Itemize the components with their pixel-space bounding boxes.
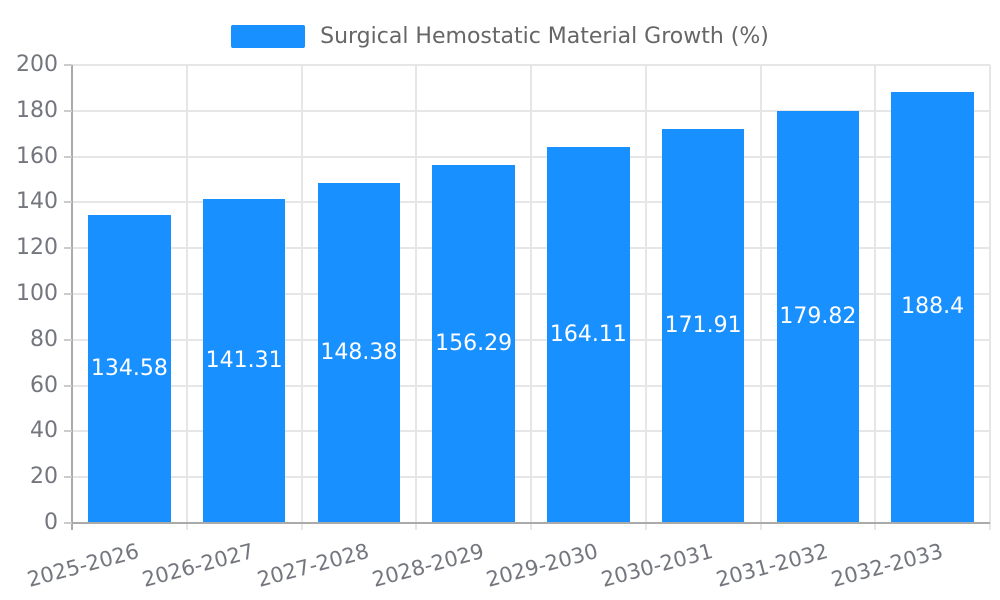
gridline-v [644,65,647,530]
gridline-v [530,65,532,530]
x-axis-line [66,522,990,524]
gridline-v [300,65,303,530]
y-axis-tick [64,430,72,433]
gridline-v [874,65,877,530]
y-axis-label: 20 [30,464,58,490]
bar-2028-2029[interactable]: 156.29 [432,165,515,523]
gridline-v [759,65,762,530]
gridline-v [415,65,418,530]
y-axis-tick [64,64,72,66]
bar-2025-2026[interactable]: 134.58 [88,214,171,523]
y-axis-tick [64,338,72,341]
gridline-v [989,65,991,530]
y-axis-label: 200 [16,52,58,77]
y-axis-label: 80 [30,326,58,352]
y-axis-tick [64,155,72,158]
y-axis-tick [64,522,72,524]
y-axis-label: 160 [16,143,58,169]
legend[interactable]: Surgical Hemostatic Material Growth (%) [0,24,1000,49]
bar-2027-2028[interactable]: 148.38 [317,183,401,523]
y-axis-label: 60 [30,372,58,398]
y-axis-label: 100 [16,281,58,306]
y-axis-label: 40 [30,418,58,444]
bar-2031-2032[interactable]: 179.82 [776,111,860,523]
bar-2029-2030[interactable]: 164.11 [547,147,630,523]
y-axis-tick [64,293,72,295]
y-axis-tick [64,384,72,387]
y-axis-line [71,65,73,530]
gridline-v [185,65,188,530]
bar-2026-2027[interactable]: 141.31 [202,199,286,523]
bar-value-label: 148.38 [320,340,398,366]
plot-area: 134.58 141.31 148.38 156.29 164.11 171.91 179.… [72,64,991,530]
bar-value-label: 188.4 [901,294,965,320]
bar-value-label: 179.82 [779,304,857,330]
bar-2030-2031[interactable]: 171.91 [661,129,745,523]
bar-value-label: 141.31 [205,348,283,374]
y-axis-tick [64,109,72,112]
y-axis-tick [64,201,72,204]
bar-value-label: 156.29 [435,331,513,357]
y-axis-tick [64,247,72,250]
legend-label: Surgical Hemostatic Material Growth (%) [320,24,769,49]
y-axis-tick [64,476,72,479]
bar-value-label: 164.11 [549,322,627,348]
bar-value-label: 134.58 [90,355,168,381]
y-axis-label: 120 [16,235,58,261]
y-axis-label: 0 [44,510,58,535]
legend-swatch [231,25,306,48]
y-axis-label: 180 [16,97,58,123]
bar-value-label: 171.91 [664,313,742,339]
y-axis-label: 140 [16,189,58,215]
bar-2032-2033[interactable]: 188.4 [891,91,974,523]
